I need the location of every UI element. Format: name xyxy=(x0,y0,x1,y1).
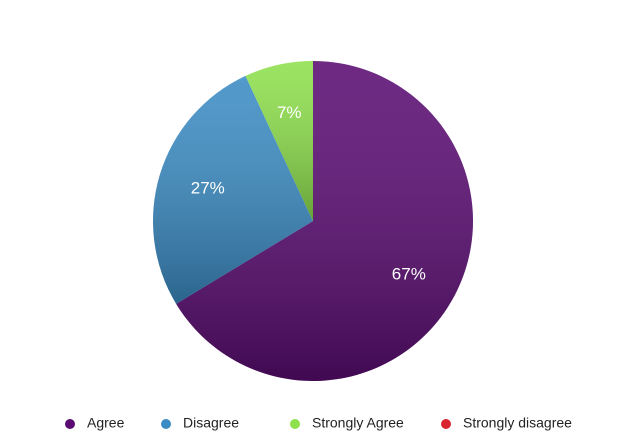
legend-marker xyxy=(290,419,300,429)
slice-shade xyxy=(245,61,313,221)
legend-label: Disagree xyxy=(183,415,239,431)
data-label: 27% xyxy=(191,178,225,197)
legend-label: Strongly Agree xyxy=(312,415,404,431)
slice-shade xyxy=(176,61,474,381)
legend-label: Strongly disagree xyxy=(463,415,572,431)
data-label: 67% xyxy=(392,264,426,283)
data-label: 7% xyxy=(277,103,302,122)
legend-marker xyxy=(441,419,451,429)
legend-marker xyxy=(161,419,171,429)
slice-shade xyxy=(153,75,313,304)
legend-marker xyxy=(65,419,75,429)
legend-label: Agree xyxy=(87,415,125,431)
